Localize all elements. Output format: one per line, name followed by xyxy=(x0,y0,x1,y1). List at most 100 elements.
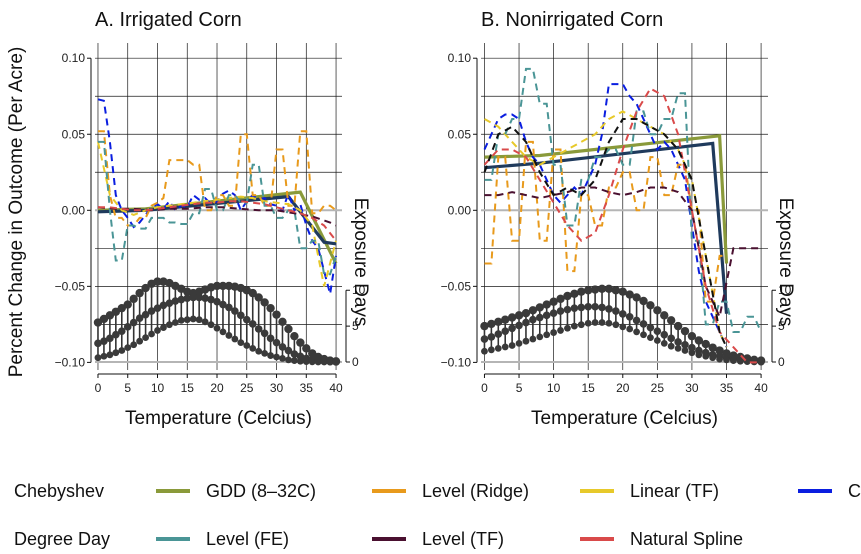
exposure-point-mid xyxy=(231,307,239,315)
exposure-point-high xyxy=(701,339,710,349)
exposure-point-high xyxy=(514,311,524,320)
exposure-point-mid xyxy=(201,294,209,302)
exposure-point-mid xyxy=(591,302,599,311)
exposure-point-mid xyxy=(522,318,530,327)
exposure-point-high xyxy=(687,331,697,341)
exposure-point-high xyxy=(611,286,621,295)
series-line-natural-spline xyxy=(483,87,762,364)
exposure-point-low xyxy=(667,342,675,350)
exposure-point-low xyxy=(515,339,523,347)
exposure-point-mid xyxy=(535,313,544,322)
exposure-point-mid xyxy=(260,329,269,338)
x-axis-label: Temperature (Celcius) xyxy=(531,408,718,429)
exposure-point-high xyxy=(480,321,489,331)
exposure-point-low xyxy=(130,341,138,349)
exposure-point-low xyxy=(189,315,197,323)
x-tick-label: 30 xyxy=(270,381,284,395)
exposure-point-high xyxy=(653,306,662,315)
exposure-point-low xyxy=(160,324,167,331)
exposure-point-low xyxy=(183,316,191,324)
series-line-natural-spline xyxy=(98,200,337,242)
exposure-point-mid xyxy=(159,301,168,310)
exposure-point-high xyxy=(218,281,228,291)
y2-tick-label: 0 xyxy=(352,355,359,369)
exposure-point-high xyxy=(708,343,717,352)
exposure-point-high xyxy=(597,284,607,294)
x-tick-label: 10 xyxy=(547,381,561,395)
y2-tick-label: 5 xyxy=(778,319,785,333)
exposure-point-high xyxy=(487,319,496,329)
y-tick-label: 0.00 xyxy=(448,203,472,217)
exposure-point-low xyxy=(201,318,209,326)
exposure-point-mid xyxy=(618,310,627,318)
legend: Chebyshev GDD (8–32C) Level (Ridge) Linear … xyxy=(14,481,861,549)
exposure-point-mid xyxy=(508,324,516,333)
exposure-point-high xyxy=(646,301,655,310)
exposure-point-low xyxy=(626,325,634,333)
exposure-point-high xyxy=(694,336,704,345)
exposure-point-low xyxy=(267,352,274,359)
exposure-point-high xyxy=(141,283,150,293)
exposure-point-mid xyxy=(219,300,227,309)
exposure-point-high xyxy=(542,300,551,309)
exposure-point-mid xyxy=(129,318,138,327)
exposure-point-high xyxy=(604,284,614,294)
exposure-point-low xyxy=(225,332,233,339)
legend-item: C xyxy=(798,481,861,501)
exposure-point-low xyxy=(195,316,203,324)
exposure-point-mid xyxy=(667,334,675,343)
exposure-point-mid xyxy=(135,314,144,323)
exposure-point-high xyxy=(660,311,669,320)
exposure-point-high xyxy=(296,338,305,347)
exposure-point-high xyxy=(254,293,263,302)
exposure-point-mid xyxy=(612,307,620,315)
exposure-point-low xyxy=(112,349,120,357)
x-tick-label: 35 xyxy=(720,381,734,395)
exposure-point-low xyxy=(598,319,606,326)
exposure-point-low xyxy=(106,351,114,359)
exposure-point-mid xyxy=(681,340,689,349)
exposure-point-low xyxy=(243,342,251,349)
exposure-point-low xyxy=(674,344,682,352)
exposure-point-low xyxy=(320,358,328,366)
exposure-point-low xyxy=(231,335,239,343)
exposure-point-low xyxy=(557,327,564,334)
exposure-point-high xyxy=(302,344,311,353)
exposure-point-low xyxy=(481,347,488,355)
exposure-point-high xyxy=(494,317,503,327)
y-tick-label: −0.05 xyxy=(441,279,472,293)
exposure-point-mid xyxy=(141,310,150,319)
exposure-point-low xyxy=(177,316,185,324)
exposure-point-mid xyxy=(632,316,641,325)
exposure-point-low xyxy=(570,322,578,330)
exposure-point-mid xyxy=(284,346,293,355)
exposure-point-low xyxy=(564,324,571,332)
exposure-point-low xyxy=(591,319,599,326)
exposure-point-mid xyxy=(207,295,215,304)
exposure-point-high xyxy=(528,306,538,315)
exposure-point-high xyxy=(290,331,299,341)
series-line-linear-tf- xyxy=(97,141,337,287)
x-tick-label: 30 xyxy=(685,381,699,395)
exposure-point-low xyxy=(529,335,537,343)
exposure-point-low xyxy=(213,324,221,332)
legend-item: Level (TF) xyxy=(372,529,504,549)
exposure-point-high xyxy=(501,315,510,324)
exposure-point-mid xyxy=(674,338,682,346)
x-tick-label: 15 xyxy=(582,381,596,395)
exposure-point-high xyxy=(284,324,293,334)
exposure-point-high xyxy=(521,309,531,318)
exposure-point-low xyxy=(279,355,286,362)
panel-title: B. Nonirrigated Corn xyxy=(481,9,663,31)
exposure-point-low xyxy=(136,337,144,345)
exposure-point-low xyxy=(640,331,647,339)
exposure-point-low xyxy=(660,339,668,347)
y-tick-label: 0.10 xyxy=(62,51,86,65)
exposure-point-mid xyxy=(153,304,162,312)
exposure-point-mid xyxy=(556,307,565,315)
exposure-point-mid xyxy=(515,321,523,330)
exposure-point-high xyxy=(666,316,676,325)
legend-item: GDD (8–32C) xyxy=(156,481,316,501)
y2-axis-label: Exposure Days xyxy=(350,198,371,327)
x-tick-label: 35 xyxy=(300,381,314,395)
